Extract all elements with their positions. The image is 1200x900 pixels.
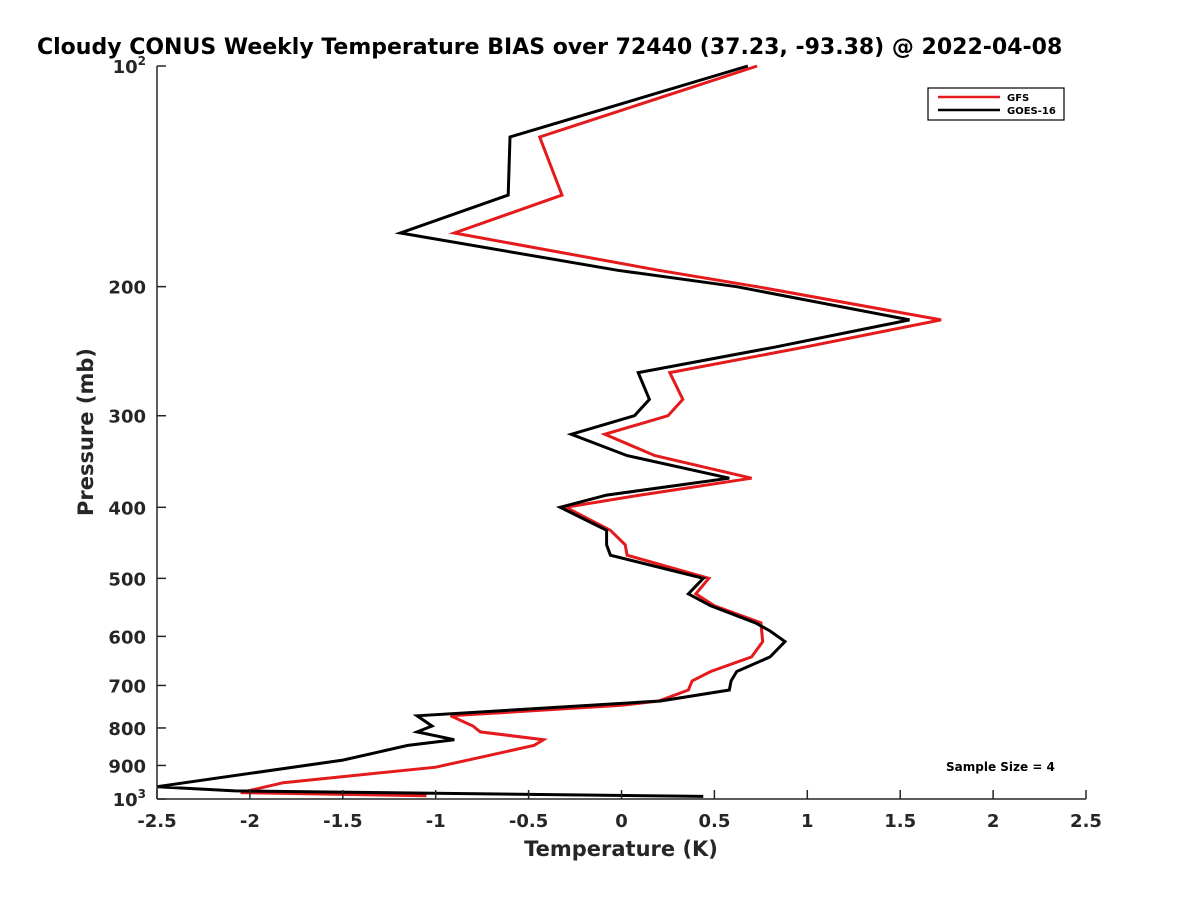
y-tick-label: 800 — [108, 719, 146, 740]
plot-area: -2.5 -2 -1.5 -1 -0.5 0 0.5 1 1.5 2 2.5 102 200 300 40… — [108, 54, 1102, 832]
legend-label-gfs: GFS — [1007, 93, 1029, 104]
x-tick-label: -2 — [240, 811, 260, 832]
x-tick-label: 2.5 — [1070, 811, 1102, 832]
y-tick-label: 700 — [108, 676, 146, 697]
legend-label-goes-16: GOES-16 — [1007, 106, 1056, 117]
x-tick-label: 2 — [987, 811, 1000, 832]
y-tick-label: 200 — [108, 278, 146, 299]
series-line-goes-16 — [156, 64, 910, 798]
y-tick-label: 400 — [108, 498, 146, 519]
x-axis-label: Temperature (K) — [524, 837, 718, 861]
y-axis-ticks: 102 200 300 400 500 600 700 800 900 103 — [108, 54, 166, 811]
y-tick-label: 103 — [113, 787, 146, 811]
plot-background — [157, 66, 1086, 799]
x-tick-label: -1.5 — [323, 811, 362, 832]
y-tick-label: 600 — [108, 627, 146, 648]
chart-title: Cloudy CONUS Weekly Temperature BIAS ove… — [37, 35, 1062, 60]
x-tick-label: -2.5 — [137, 811, 176, 832]
y-axis-label: Pressure (mb) — [74, 348, 98, 516]
y-tick-label: 500 — [108, 569, 146, 590]
series-layer — [156, 64, 942, 798]
y-tick-label: 900 — [108, 756, 146, 777]
x-tick-label: 1.5 — [884, 811, 916, 832]
x-tick-label: 0 — [615, 811, 628, 832]
x-tick-label: -0.5 — [509, 811, 548, 832]
series-line-gfs — [240, 64, 942, 798]
x-tick-label: 0.5 — [698, 811, 730, 832]
sample-size-annotation: Sample Size = 4 — [946, 760, 1055, 774]
legend-box — [927, 87, 1065, 121]
y-tick-label: 102 — [113, 54, 146, 78]
y-tick-label: 300 — [108, 407, 146, 428]
x-tick-label: -1 — [426, 811, 446, 832]
x-axis-ticks: -2.5 -2 -1.5 -1 -0.5 0 0.5 1 1.5 2 2.5 — [137, 790, 1102, 832]
x-tick-label: 1 — [801, 811, 814, 832]
legend: GFS GOES-16 — [927, 87, 1065, 121]
